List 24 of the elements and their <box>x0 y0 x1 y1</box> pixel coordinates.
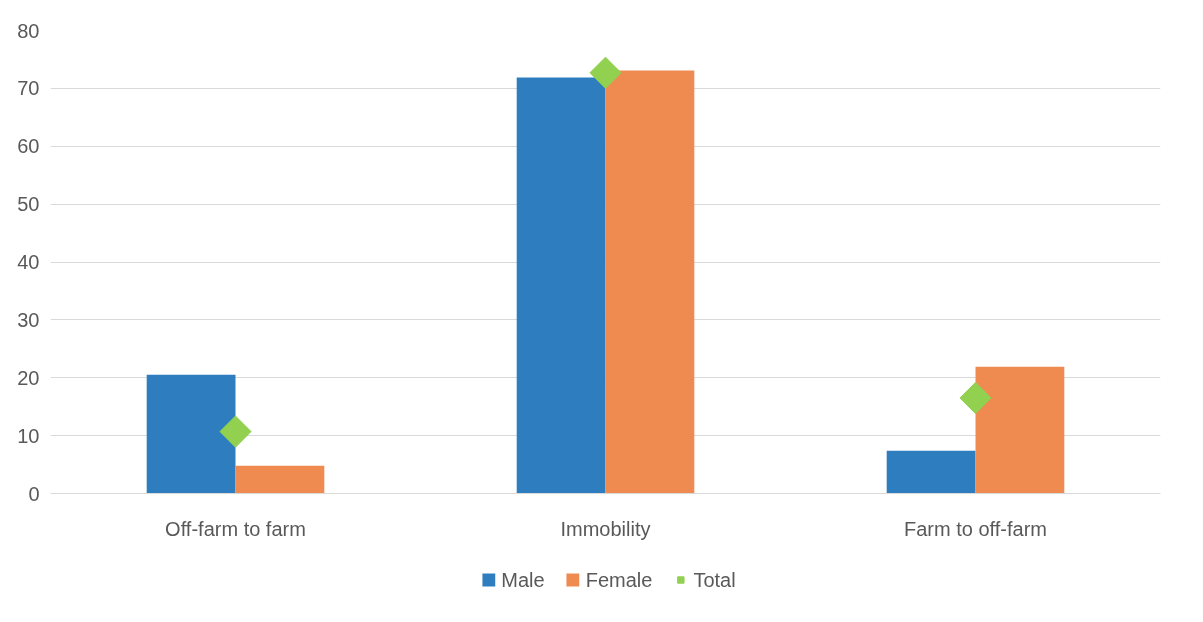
x-tick-label: Immobility <box>560 517 651 540</box>
bar <box>146 374 236 494</box>
legend-label: Male <box>501 568 545 592</box>
y-tick-label: 70 <box>17 77 40 100</box>
bar <box>975 366 1065 494</box>
point <box>959 381 992 415</box>
legend-label: Total <box>693 568 736 592</box>
y-tick-label: 40 <box>17 251 40 273</box>
bar <box>886 450 976 494</box>
point <box>219 415 252 448</box>
x-tick-label: Farm to off-farm <box>904 517 1048 540</box>
y-tick-label: 80 <box>17 19 40 42</box>
bar <box>605 70 695 494</box>
bar <box>235 465 325 494</box>
y-tick-label: 50 <box>17 193 40 216</box>
y-tick-label: 0 <box>28 482 40 505</box>
x-tick-label: Off-farm to farm <box>165 517 306 540</box>
y-tick-label: 30 <box>17 308 40 331</box>
y-tick-label: 10 <box>17 424 40 447</box>
point <box>589 56 622 89</box>
legend-label: Female <box>585 568 653 592</box>
y-tick-label: 60 <box>17 135 40 158</box>
bar <box>516 77 606 494</box>
y-tick-label: 20 <box>17 366 40 389</box>
